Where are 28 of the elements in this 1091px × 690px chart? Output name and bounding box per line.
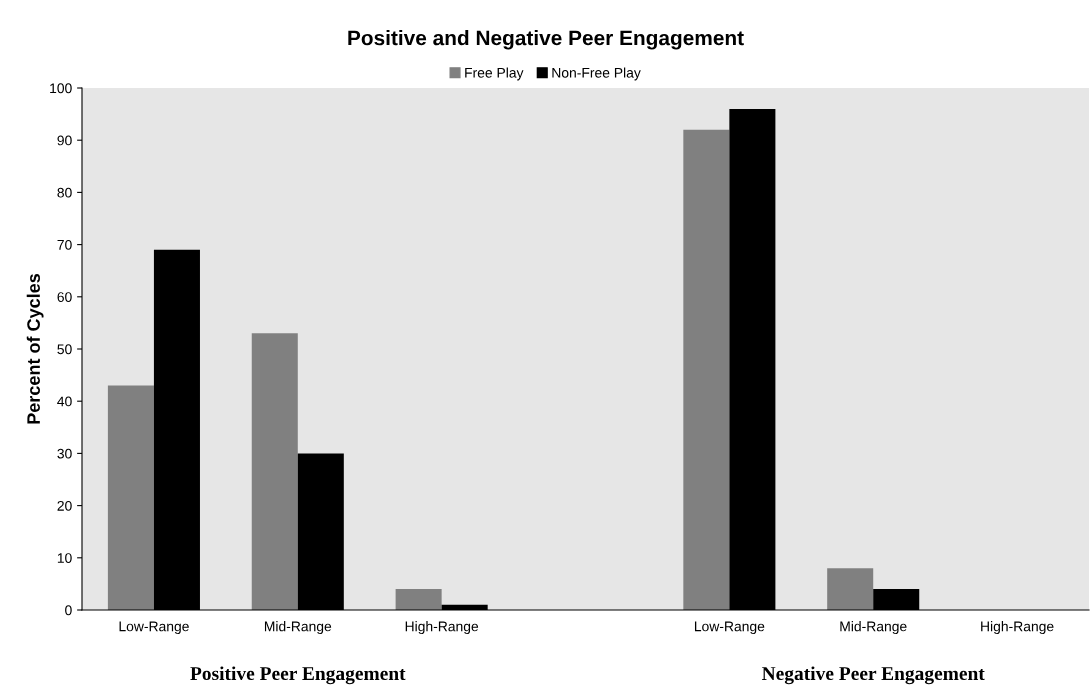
y-tick-label: 50	[57, 344, 72, 355]
y-tick-label: 80	[57, 187, 72, 198]
y-tick-label: 10	[57, 553, 72, 563]
x-tick-label: Low-Range	[119, 621, 189, 635]
y-axis-title: Percent of Cycles	[26, 273, 44, 424]
y-tick-label: 100	[50, 83, 72, 94]
x-tick-label: High-Range	[405, 621, 479, 635]
bar	[827, 568, 874, 610]
x-tick-label: Low-Range	[694, 621, 765, 635]
text: Negative Peer Engagement	[761, 666, 985, 685]
x-tick-label: Mid-Range	[840, 621, 907, 635]
x-tick-label: High-Range	[981, 621, 1054, 635]
legend-label: Non-Free Play	[552, 67, 641, 81]
text: Positive Peer Engagement	[190, 666, 406, 685]
y-tick-label: 30	[57, 448, 72, 459]
y-tick-label: 0	[65, 605, 72, 616]
y-tick-label: 70	[57, 239, 72, 250]
bar	[683, 129, 730, 610]
y-tick-label: 60	[57, 292, 72, 302]
y-tick-label: 40	[57, 396, 72, 407]
legend-label: Free Play	[465, 67, 524, 81]
bar	[107, 385, 154, 610]
chart-title: Positive and Negative Peer Engagement	[348, 30, 744, 50]
bar	[251, 333, 298, 610]
x-tick-label: Mid-Range	[264, 621, 332, 635]
y-tick-label: 20	[57, 500, 72, 511]
y-tick-label: 90	[57, 135, 72, 146]
bar	[395, 589, 442, 610]
